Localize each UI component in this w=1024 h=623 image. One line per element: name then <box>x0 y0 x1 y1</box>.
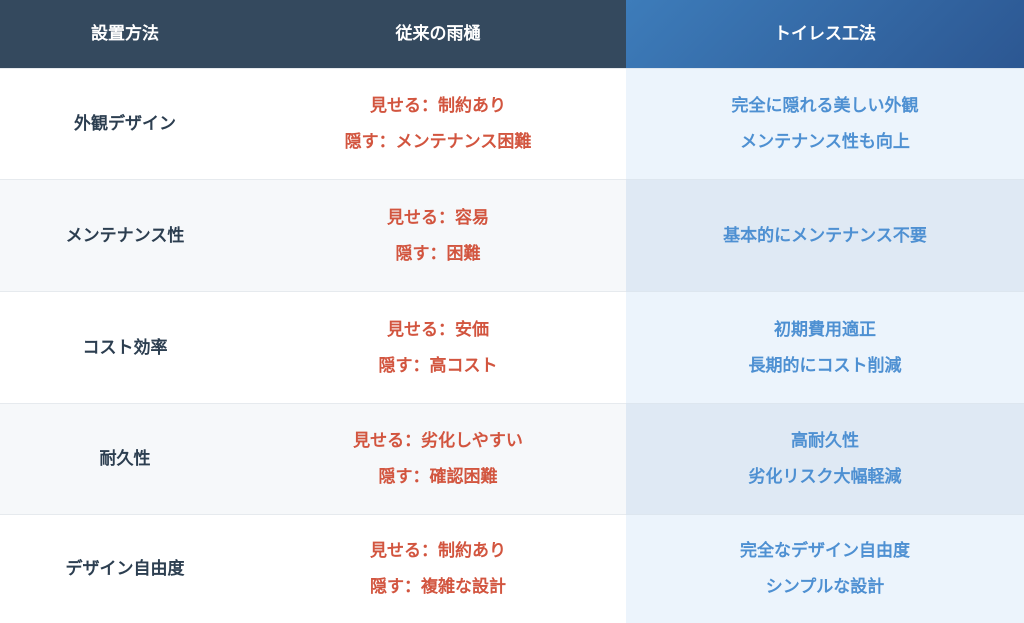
conventional-cell-line: 隠す：高コスト <box>378 355 498 376</box>
conventional-cell: 見せる：制約あり隠す：メンテナンス困難 <box>250 68 626 179</box>
toiless-cell: 基本的にメンテナンス不要 <box>626 179 1024 291</box>
row-label: コスト効率 <box>0 291 250 403</box>
toiless-cell: 高耐久性劣化リスク大幅軽減 <box>626 403 1024 514</box>
toiless-cell-line: 初期費用適正 <box>774 319 876 340</box>
conventional-cell-line: 隠す：困難 <box>395 243 481 264</box>
toiless-cell-line: 劣化リスク大幅軽減 <box>748 467 902 487</box>
conventional-cell-line: 見せる：安価 <box>387 319 489 340</box>
toiless-cell-line: シンプルな設計 <box>765 577 885 597</box>
conventional-cell-line: 見せる：制約あり <box>370 541 506 561</box>
conventional-cell: 見せる：安価 隠す：高コスト <box>250 291 626 403</box>
toiless-cell: 完全に隠れる美しい外観 メンテナンス性も向上 <box>626 68 1024 179</box>
conventional-cell-line: 隠す：確認困難 <box>378 467 498 487</box>
conventional-cell: 見せる：制約あり 隠す：複雑な設計 <box>250 514 626 623</box>
header-toiless: トイレス工法 <box>626 0 1024 68</box>
toiless-cell: 初期費用適正長期的にコスト削減 <box>626 291 1024 403</box>
conventional-cell-line: 隠す：メンテナンス困難 <box>344 132 532 152</box>
toiless-cell: 完全なデザイン自由度 シンプルな設計 <box>626 514 1024 623</box>
toiless-cell-line: 基本的にメンテナンス不要 <box>723 225 927 246</box>
header-method: 設置方法 <box>0 0 250 68</box>
conventional-cell-line: 隠す：複雑な設計 <box>370 577 506 597</box>
toiless-cell-line: 完全なデザイン自由度 <box>740 541 910 561</box>
toiless-cell-line: 高耐久性 <box>791 431 859 451</box>
row-label: デザイン自由度 <box>0 514 250 623</box>
conventional-cell: 見せる：劣化しやすい 隠す：確認困難 <box>250 403 626 514</box>
conventional-cell-line: 見せる：容易 <box>387 207 489 228</box>
row-label: 外観デザイン <box>0 68 250 179</box>
header-conventional: 従来の雨樋 <box>250 0 626 68</box>
toiless-cell-line: 完全に隠れる美しい外観 <box>731 96 919 116</box>
conventional-cell-line: 見せる：劣化しやすい <box>353 431 523 451</box>
row-label: 耐久性 <box>0 403 250 514</box>
toiless-cell-line: 長期的にコスト削減 <box>748 355 902 376</box>
conventional-cell: 見せる：容易 隠す：困難 <box>250 179 626 291</box>
conventional-cell-line: 見せる：制約あり <box>370 96 506 116</box>
toiless-cell-line: メンテナンス性も向上 <box>740 132 910 152</box>
row-label: メンテナンス性 <box>0 179 250 291</box>
